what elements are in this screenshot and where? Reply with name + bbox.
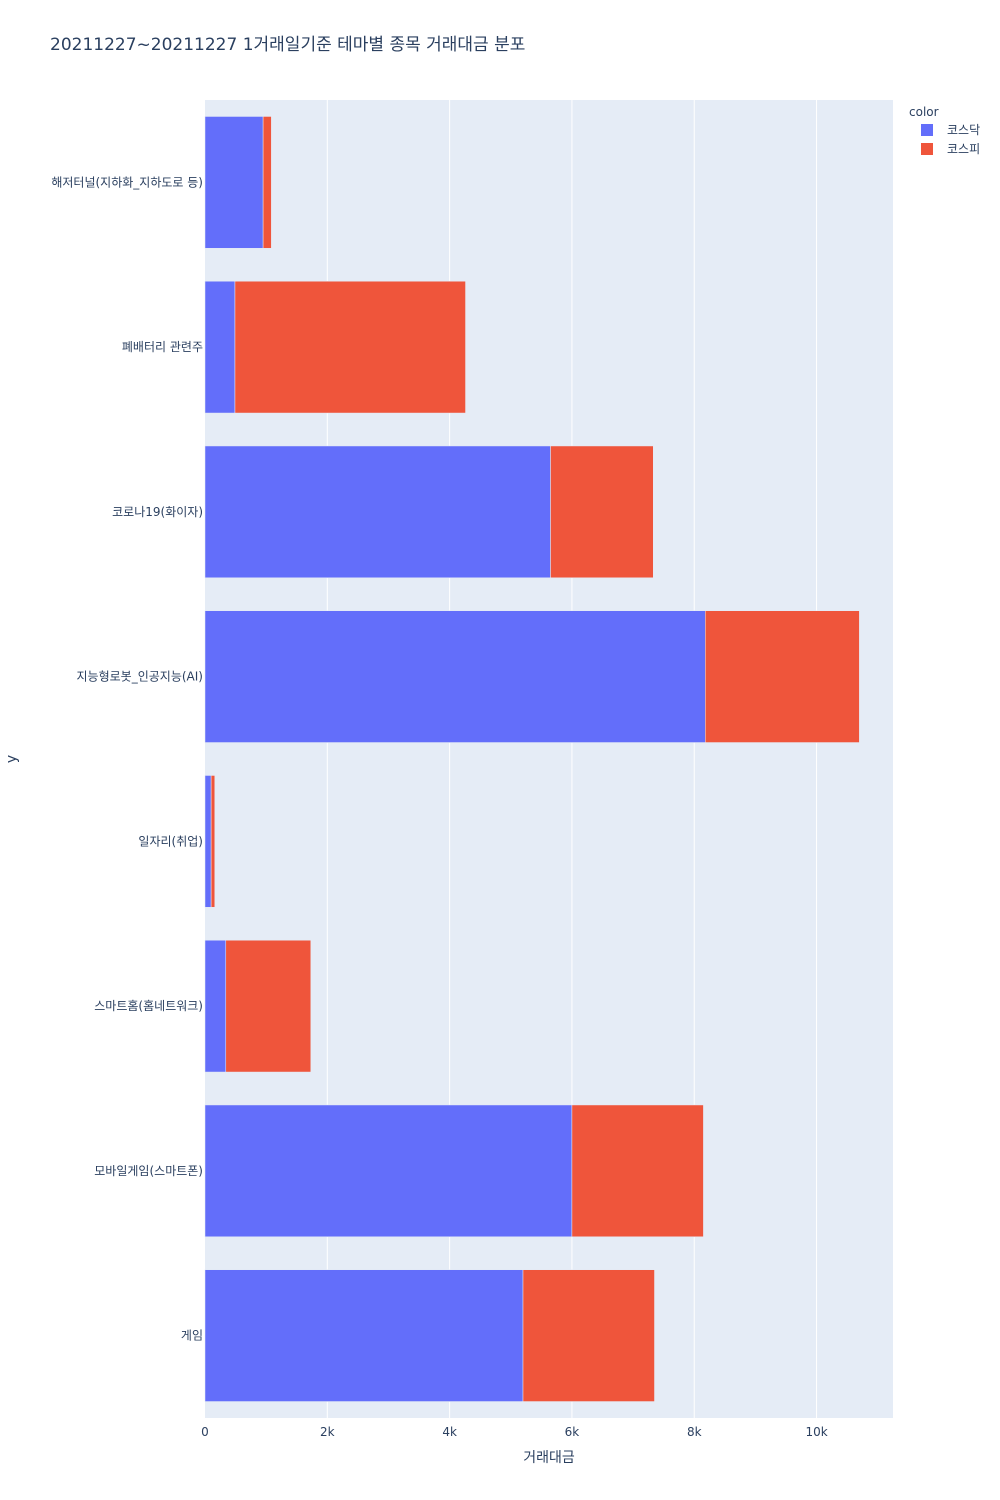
y-axis-title: y [4, 755, 20, 763]
legend-swatch[interactable] [921, 143, 933, 155]
bar-kospi[interactable] [234, 280, 466, 414]
bars [204, 116, 860, 1402]
y-tick-label: 지능형로봇_인공지능(AI) [77, 670, 203, 684]
bar-kosdaq[interactable] [204, 116, 264, 249]
bar-kospi[interactable] [522, 1269, 655, 1402]
bar-kosdaq[interactable] [204, 939, 227, 1073]
x-tick-label: 4k [442, 1425, 457, 1439]
bar-kospi[interactable] [225, 939, 312, 1073]
x-axis-title: 거래대금 [523, 1450, 575, 1466]
y-tick-label: 모바일게임(스마트폰) [94, 1164, 203, 1178]
bar-kosdaq[interactable] [204, 775, 212, 908]
x-tick-label: 2k [320, 1425, 335, 1439]
y-tick-label: 게임 [181, 1329, 203, 1343]
y-tick-label: 일자리(취업) [138, 834, 203, 848]
x-tick-labels: 0 2k 4k 6k 8k 10k [201, 1425, 828, 1439]
y-tick-label: 코로나19(화이자) [112, 505, 203, 519]
bar-kosdaq[interactable] [204, 1104, 573, 1238]
legend-label[interactable]: 코스닥 [947, 123, 980, 137]
x-tick-label: 10k [805, 1425, 827, 1439]
bar-kospi[interactable] [571, 1104, 704, 1238]
bar-kospi[interactable] [210, 775, 216, 908]
bar-kosdaq[interactable] [204, 445, 551, 579]
bar-kospi[interactable] [262, 116, 272, 249]
bar-kosdaq[interactable] [204, 280, 236, 414]
bar-kospi[interactable] [705, 610, 860, 743]
y-tick-label: 해저터널(지하화_지하도로 등) [51, 175, 203, 189]
y-tick-label: 폐배터리 관련주 [122, 340, 203, 354]
legend-label[interactable]: 코스피 [947, 142, 980, 156]
y-tick-label: 스마트홈(홈네트워크) [94, 999, 203, 1013]
legend-title: color [909, 105, 939, 119]
legend-swatch[interactable] [921, 124, 933, 136]
x-tick-label: 6k [565, 1425, 580, 1439]
chart-title: 20211227~20211227 1거래일기준 테마별 종목 거래대금 분포 [50, 35, 525, 55]
x-tick-label: 8k [687, 1425, 702, 1439]
bar-kosdaq[interactable] [204, 610, 706, 743]
bar-kospi[interactable] [550, 445, 654, 579]
x-tick-label: 0 [201, 1425, 209, 1439]
bar-kosdaq[interactable] [204, 1269, 524, 1402]
